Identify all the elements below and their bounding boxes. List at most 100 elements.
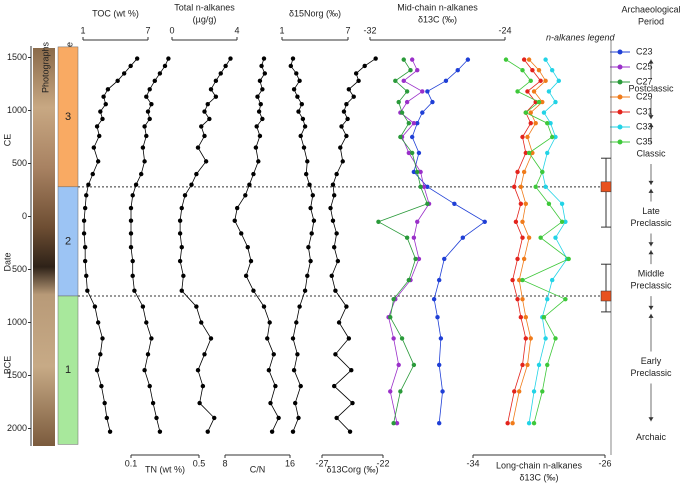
data-point (99, 383, 104, 389)
core-photo (33, 48, 55, 446)
data-point (541, 315, 547, 320)
data-point (521, 256, 527, 262)
x-tick-label: 7 (145, 25, 150, 35)
data-point (251, 288, 256, 293)
data-point (295, 352, 300, 357)
data-point (345, 116, 350, 122)
data-point (309, 231, 314, 236)
data-point (308, 205, 313, 211)
data-point (179, 205, 184, 211)
data-point (82, 205, 88, 211)
data-point (290, 429, 296, 434)
data-point (162, 63, 168, 69)
data-point (91, 145, 97, 150)
data-point (540, 99, 545, 105)
data-point (526, 235, 532, 240)
data-point (182, 193, 188, 198)
data-point (399, 110, 405, 115)
data-point (533, 121, 538, 126)
legend-swatch (617, 109, 623, 115)
age-marker (600, 181, 612, 193)
age-marker (600, 290, 612, 302)
x-axis-label: δ13C (‰) (418, 14, 457, 24)
data-point (362, 63, 367, 69)
data-point (566, 256, 571, 262)
data-point (391, 336, 396, 341)
data-point (267, 320, 272, 325)
data-point (208, 87, 214, 92)
data-point (505, 421, 510, 426)
period-title: Archaeological (621, 4, 680, 14)
data-point (512, 389, 517, 394)
data-point (81, 231, 87, 236)
arrow-head (648, 188, 654, 193)
data-point (128, 218, 134, 223)
data-point (436, 362, 442, 368)
data-point (520, 362, 525, 368)
data-point (391, 296, 396, 302)
data-point (128, 245, 134, 250)
data-point (520, 296, 525, 302)
data-point (393, 78, 398, 84)
data-point (103, 101, 108, 107)
data-point (97, 133, 102, 139)
data-point (142, 159, 147, 164)
series-line (83, 58, 138, 432)
data-point (194, 171, 199, 177)
zone (57, 295, 79, 445)
data-point (144, 320, 149, 325)
data-point (520, 219, 525, 224)
data-point (300, 116, 306, 122)
data-point (421, 184, 427, 190)
data-point (302, 124, 308, 129)
data-point (90, 171, 95, 177)
data-point (517, 277, 522, 283)
data-point (333, 288, 338, 293)
data-point (521, 57, 527, 62)
legend-label: C27 (636, 76, 653, 86)
data-point (84, 273, 89, 279)
data-point (200, 383, 206, 389)
data-point (553, 235, 558, 240)
y-tick-label: 1500 (7, 370, 27, 380)
x-tick-label: 4 (234, 25, 239, 35)
legend-label: C29 (636, 91, 653, 101)
data-point (515, 296, 520, 302)
data-point (347, 429, 353, 434)
data-point (559, 219, 565, 224)
data-point (411, 121, 417, 126)
data-point (415, 68, 420, 73)
series-line (512, 59, 547, 424)
data-point (350, 400, 355, 406)
data-point (518, 184, 524, 190)
data-point (85, 288, 90, 293)
data-point (261, 56, 267, 61)
data-point (202, 133, 207, 139)
data-point (538, 235, 543, 240)
legend-label: C33 (636, 121, 653, 131)
data-point (334, 171, 339, 177)
data-point (133, 182, 139, 187)
data-point (336, 320, 342, 325)
data-point (436, 277, 442, 283)
data-point (512, 184, 517, 190)
data-point (266, 368, 272, 373)
data-point (98, 352, 103, 357)
data-point (398, 389, 403, 394)
data-point (213, 78, 219, 84)
data-point (503, 57, 509, 62)
data-point (536, 362, 542, 368)
data-point (518, 315, 524, 320)
data-point (306, 245, 311, 250)
data-point (276, 415, 281, 421)
data-point (205, 429, 210, 434)
arrow-head (648, 313, 654, 318)
data-point (436, 421, 442, 426)
data-point (510, 277, 515, 283)
data-point (202, 109, 207, 114)
data-point (308, 258, 313, 264)
data-point (94, 124, 100, 129)
data-point (404, 89, 410, 94)
data-point (526, 57, 532, 62)
arrow-head (648, 305, 654, 310)
